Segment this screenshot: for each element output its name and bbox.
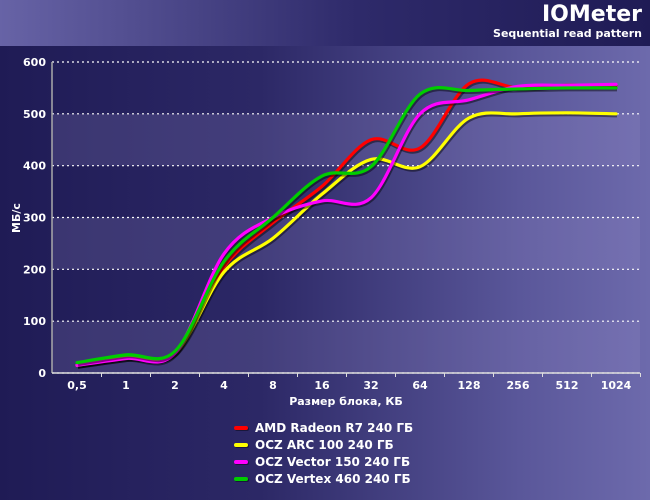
x-tick-label: 8 (269, 379, 277, 392)
y-tick-label: 200 (23, 263, 46, 276)
x-tick-label: 1024 (601, 379, 632, 392)
legend-item: OCZ Vector 150 240 ГБ (234, 455, 410, 469)
x-tick-label: 128 (458, 379, 481, 392)
y-tick-label: 300 (23, 212, 46, 225)
legend-swatch (234, 443, 248, 447)
chart-title: IOMeter (542, 2, 642, 27)
legend-item: OCZ ARC 100 240 ГБ (234, 438, 394, 452)
legend-item: OCZ Vertex 460 240 ГБ (234, 472, 411, 486)
x-tick-label: 0,5 (67, 379, 87, 392)
x-tick-label: 16 (314, 379, 330, 392)
legend-swatch (234, 460, 248, 464)
x-tick-label: 32 (363, 379, 378, 392)
legend-swatch (234, 426, 248, 430)
x-tick-label: 4 (220, 379, 228, 392)
x-axis-label: Размер блока, КБ (289, 395, 403, 408)
grid-band (52, 217, 640, 270)
x-tick-label: 1 (122, 379, 130, 392)
y-tick-label: 600 (23, 56, 46, 69)
legend-label: OCZ Vector 150 240 ГБ (255, 455, 411, 469)
legend-label: OCZ ARC 100 240 ГБ (255, 438, 394, 452)
y-tick-label: 500 (23, 108, 46, 121)
y-tick-label: 100 (23, 315, 46, 328)
x-tick-label: 512 (556, 379, 579, 392)
x-tick-label: 64 (412, 379, 428, 392)
legend-label: OCZ Vertex 460 240 ГБ (255, 472, 411, 486)
x-tick-label: 2 (171, 379, 179, 392)
legend-swatch (234, 477, 248, 481)
header-band (0, 0, 650, 46)
y-tick-label: 0 (38, 367, 46, 380)
grid-band (52, 321, 640, 373)
y-axis-label: МБ/с (10, 203, 23, 233)
chart-subtitle: Sequential read pattern (493, 27, 642, 40)
legend-item: AMD Radeon R7 240 ГБ (234, 421, 413, 435)
legend-label: AMD Radeon R7 240 ГБ (255, 421, 414, 435)
x-tick-label: 256 (507, 379, 530, 392)
grid-band (52, 113, 640, 166)
y-tick-label: 400 (23, 160, 46, 173)
